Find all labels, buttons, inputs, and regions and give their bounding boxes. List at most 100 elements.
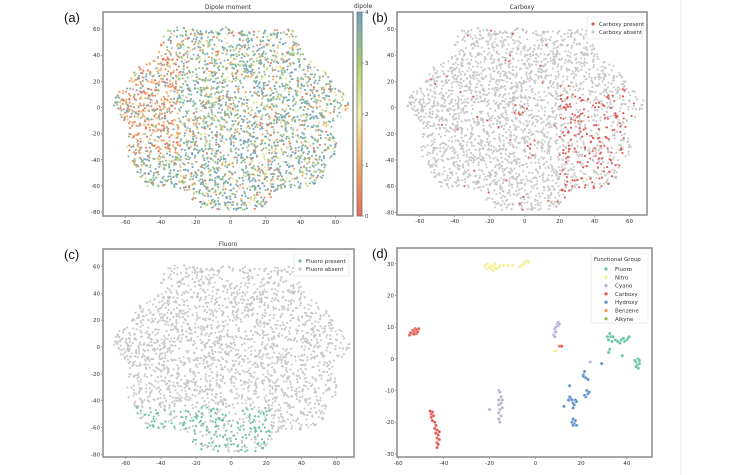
data-point: [238, 176, 241, 179]
data-point: [169, 29, 172, 33]
data-point: [306, 113, 309, 116]
data-point: [483, 144, 486, 147]
data-point: [219, 177, 222, 180]
data-point: [480, 189, 483, 192]
data-point: [196, 78, 199, 81]
data-point: [431, 124, 434, 128]
data-point: [260, 125, 263, 129]
data-point: [185, 112, 189, 115]
data-point: [423, 115, 427, 119]
data-point: [207, 160, 210, 163]
data-point: [153, 178, 156, 181]
data-point: [128, 120, 132, 123]
data-point: [139, 96, 142, 99]
data-point: [213, 168, 216, 171]
data-point: [166, 65, 170, 68]
data-point: [172, 146, 175, 149]
data-point: [270, 134, 273, 137]
data-point: [138, 66, 141, 69]
data-point: [586, 41, 589, 44]
data-point: [319, 137, 322, 140]
data-point: [215, 54, 218, 57]
data-point: [235, 75, 238, 78]
data-point: [154, 112, 157, 116]
y-tick-label: 40: [93, 53, 100, 59]
data-point: [231, 96, 234, 100]
data-point: [274, 155, 277, 158]
data-point: [211, 52, 214, 55]
data-point: [129, 94, 132, 97]
data-point: [166, 98, 169, 101]
data-point: [201, 122, 205, 125]
data-point: [236, 161, 239, 164]
data-point: [213, 201, 216, 204]
data-point: [515, 172, 518, 175]
data-point: [227, 111, 230, 114]
data-point: [607, 73, 611, 76]
data-point: [176, 112, 179, 115]
data-point: [246, 98, 249, 101]
data-point: [162, 41, 165, 44]
data-point: [531, 63, 534, 66]
x-tick-label: -40: [156, 220, 165, 226]
data-point: [224, 120, 227, 123]
data-point: [189, 97, 193, 100]
data-point: [282, 31, 285, 34]
data-point: [435, 80, 438, 83]
data-point: [250, 106, 253, 109]
data-point: [175, 100, 179, 103]
data-point: [279, 121, 282, 124]
data-point: [116, 101, 119, 104]
data-point: [281, 57, 284, 60]
data-point: [245, 204, 248, 207]
data-point: [167, 50, 171, 53]
data-point: [216, 50, 219, 53]
data-point: [185, 83, 189, 86]
data-point: [296, 134, 299, 137]
data-point: [249, 110, 252, 113]
data-point: [213, 73, 217, 76]
data-point: [231, 203, 235, 206]
data-point: [221, 135, 224, 138]
data-point: [523, 110, 526, 113]
data-point: [239, 79, 242, 82]
data-point: [259, 121, 262, 124]
data-point: [259, 43, 262, 46]
data-point: [588, 75, 591, 79]
data-point: [242, 64, 245, 67]
data-point: [252, 64, 255, 67]
data-point: [185, 158, 188, 161]
data-point: [420, 146, 423, 149]
data-point: [234, 120, 237, 123]
data-point: [228, 170, 231, 173]
data-point: [243, 115, 246, 118]
data-point: [554, 118, 557, 121]
data-point: [264, 189, 267, 192]
data-point: [266, 188, 269, 191]
data-point: [161, 177, 164, 180]
data-point: [230, 112, 233, 115]
data-point: [166, 57, 169, 60]
data-point: [474, 98, 477, 101]
data-point: [132, 151, 135, 154]
data-point: [492, 70, 495, 73]
data-point: [541, 44, 544, 47]
data-point: [166, 29, 170, 32]
data-point: [186, 155, 190, 158]
data-point: [304, 75, 307, 78]
data-point: [266, 98, 269, 101]
data-point: [252, 149, 255, 152]
data-point: [312, 115, 315, 118]
data-point: [233, 104, 236, 107]
data-point: [181, 43, 185, 46]
data-point: [488, 156, 491, 159]
data-point: [168, 101, 171, 104]
data-point: [263, 202, 266, 205]
data-point: [531, 171, 534, 175]
data-point: [265, 58, 268, 61]
data-point: [262, 36, 265, 39]
data-point: [177, 107, 180, 111]
data-point: [257, 90, 260, 93]
data-point: [622, 98, 625, 101]
data-point: [263, 81, 267, 84]
